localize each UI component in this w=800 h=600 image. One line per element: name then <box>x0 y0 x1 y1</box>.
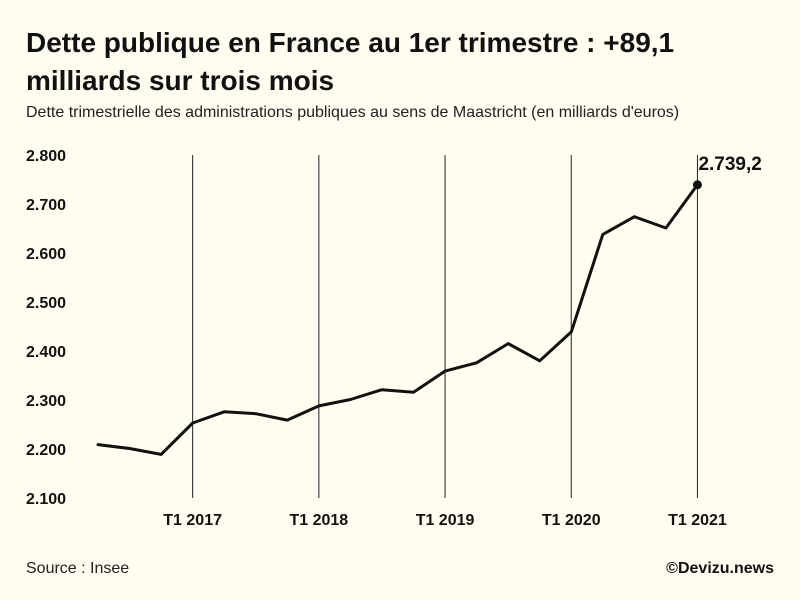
y-tick-label: 2.600 <box>26 246 66 263</box>
y-tick-label: 2.100 <box>26 491 66 508</box>
x-tick-label: T1 2017 <box>163 512 222 529</box>
x-tick-label: T1 2018 <box>289 512 348 529</box>
series-line-dette <box>96 183 699 456</box>
last-value-label: 2.739,2 <box>698 154 761 175</box>
y-tick-label: 2.200 <box>26 442 66 459</box>
brand-credit: ©Devizu.news <box>666 560 774 577</box>
vertical-gridlines <box>192 155 698 498</box>
x-tick-label: T1 2019 <box>416 512 475 529</box>
source-note: Source : Insee <box>26 560 130 577</box>
x-tick-label: T1 2021 <box>668 512 727 529</box>
y-tick-label: 2.300 <box>26 393 66 410</box>
y-tick-label: 2.700 <box>26 197 66 214</box>
y-tick-label: 2.800 <box>26 148 66 165</box>
y-axis: 2.800 2.700 2.600 2.500 2.400 2.300 2.200 2.100 <box>26 148 66 508</box>
last-data-point <box>692 180 702 190</box>
x-axis: T1 2017 T1 2018 T1 2019 T1 2020 T1 2021 <box>163 512 727 529</box>
y-tick-label: 2.400 <box>26 344 66 361</box>
chart-title: Dette publique en France au 1er trimestr… <box>26 27 675 96</box>
y-tick-label: 2.500 <box>26 295 66 312</box>
chart-subtitle: Dette trimestrielle des administrations … <box>26 104 680 121</box>
x-tick-label: T1 2020 <box>542 512 601 529</box>
